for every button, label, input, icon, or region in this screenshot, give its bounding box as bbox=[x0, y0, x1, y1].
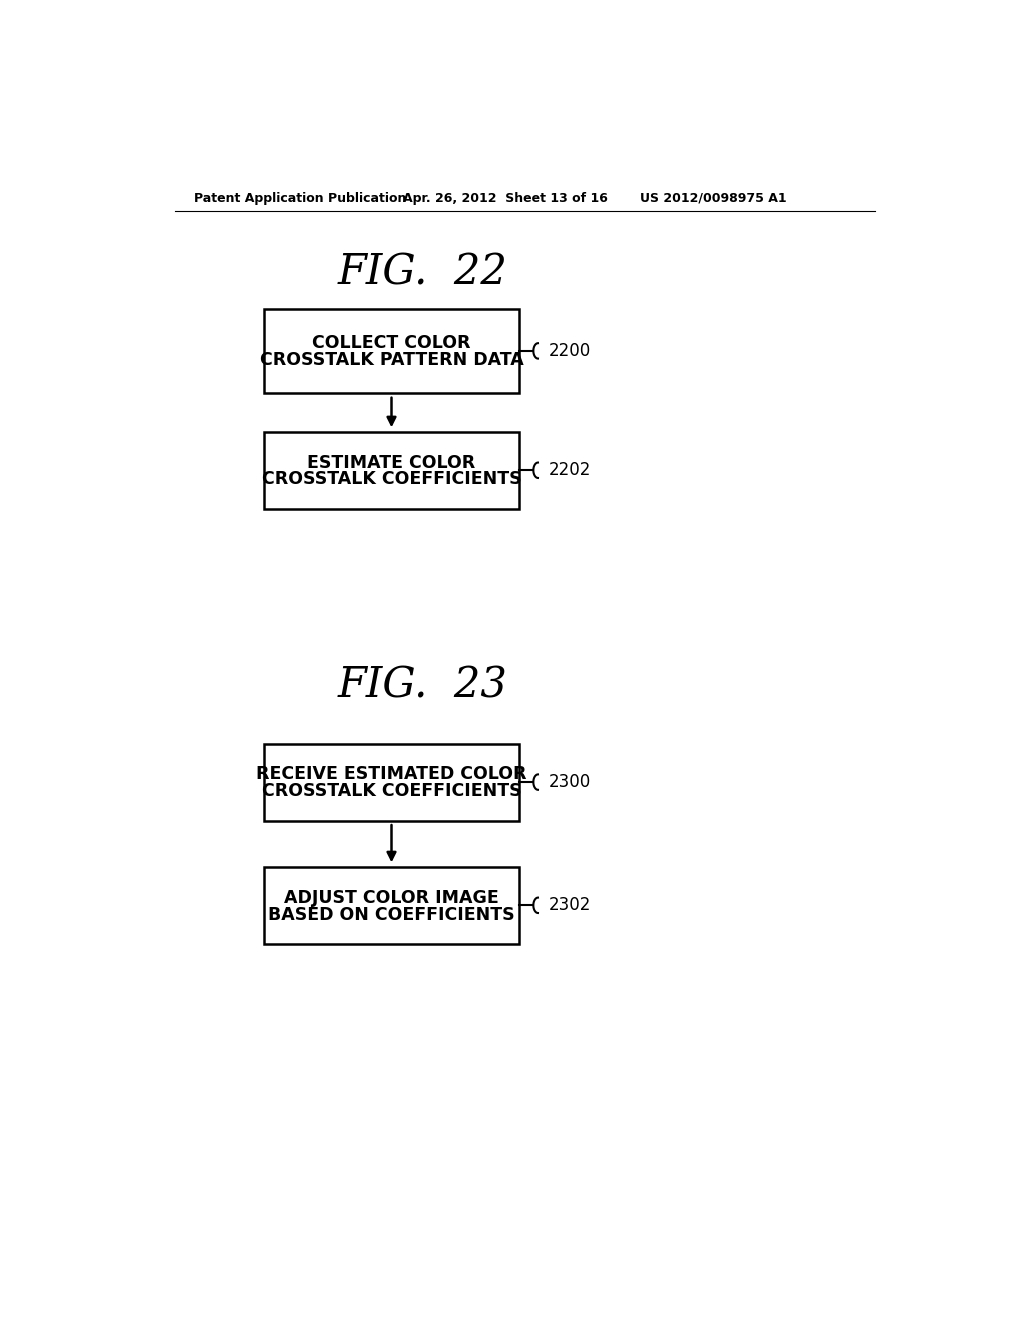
Text: CROSSTALK COEFFICIENTS: CROSSTALK COEFFICIENTS bbox=[262, 783, 521, 800]
Text: 2300: 2300 bbox=[549, 774, 591, 791]
Bar bbox=[263, 743, 519, 821]
Text: Patent Application Publication: Patent Application Publication bbox=[194, 191, 407, 205]
Text: CROSSTALK COEFFICIENTS: CROSSTALK COEFFICIENTS bbox=[262, 470, 521, 488]
Text: BASED ON COEFFICIENTS: BASED ON COEFFICIENTS bbox=[268, 906, 515, 924]
Text: ADJUST COLOR IMAGE: ADJUST COLOR IMAGE bbox=[284, 888, 499, 907]
Text: Apr. 26, 2012  Sheet 13 of 16: Apr. 26, 2012 Sheet 13 of 16 bbox=[403, 191, 608, 205]
Text: 2200: 2200 bbox=[549, 342, 591, 360]
Text: 2202: 2202 bbox=[549, 461, 591, 479]
Text: RECEIVE ESTIMATED COLOR: RECEIVE ESTIMATED COLOR bbox=[256, 766, 526, 783]
Text: 2302: 2302 bbox=[549, 896, 591, 915]
Text: CROSSTALK PATTERN DATA: CROSSTALK PATTERN DATA bbox=[260, 351, 523, 370]
Text: ESTIMATE COLOR: ESTIMATE COLOR bbox=[307, 454, 475, 471]
Bar bbox=[263, 309, 519, 393]
Bar bbox=[263, 867, 519, 944]
Text: FIG.  23: FIG. 23 bbox=[338, 665, 508, 706]
Text: US 2012/0098975 A1: US 2012/0098975 A1 bbox=[640, 191, 786, 205]
Text: FIG.  22: FIG. 22 bbox=[338, 251, 508, 293]
Text: COLLECT COLOR: COLLECT COLOR bbox=[312, 334, 471, 352]
Bar bbox=[263, 432, 519, 508]
